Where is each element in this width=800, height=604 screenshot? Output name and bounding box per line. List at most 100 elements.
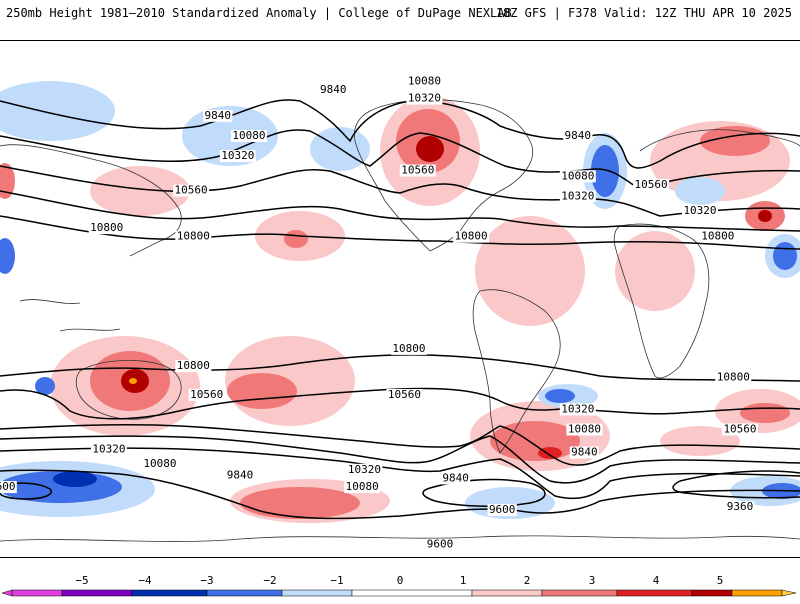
contour-label-bg-27	[441, 472, 471, 485]
anomaly-blob-asia-pos	[90, 166, 190, 216]
contour-sh-10080	[0, 435, 800, 484]
anomaly-blob-s-america-neg-2	[545, 389, 575, 403]
contour-label-bg-29	[425, 538, 455, 551]
anomaly-blob-antarctic-pos-2	[240, 487, 360, 519]
colorbar-tick-label: 4	[653, 574, 660, 587]
colorbar-segment-4	[281, 589, 353, 597]
contour-label-0: 9840	[205, 109, 232, 122]
contour-label-26: 10080	[346, 480, 379, 493]
colorbar-segment-2	[131, 589, 208, 597]
contour-label-bg-12	[559, 170, 596, 183]
contour-label-4: 10800	[90, 221, 123, 234]
contour-label-bg-0	[203, 109, 233, 122]
coast-south-america	[472, 289, 561, 454]
contour-label-14: 10560	[635, 178, 668, 191]
colorbar-tick-label: 2	[524, 574, 531, 587]
colorbar-tick-label: 3	[589, 574, 596, 587]
contour-label-33: 10800	[717, 371, 750, 384]
contour-label-bg-6	[318, 83, 348, 96]
contour-label-bg-14	[633, 178, 670, 191]
contour-label-6: 9840	[320, 83, 347, 96]
contour-label-3: 10560	[175, 184, 208, 197]
contour-sh-10800	[0, 354, 800, 382]
coast-indonesia	[19, 299, 121, 332]
contour-label-17: 10800	[177, 359, 210, 372]
contour-label-20: 10080	[143, 457, 176, 470]
contour-sh-9840	[0, 447, 800, 500]
colorbar-tick-label: −3	[200, 574, 213, 587]
model-run-info: 18Z GFS | F378 Valid: 12Z THU APR 10 202…	[495, 6, 792, 20]
contour-label-bg-8	[406, 92, 443, 105]
colorbar-tick-label: −5	[75, 574, 88, 587]
contour-label-bg-10	[453, 230, 490, 243]
anomaly-fills	[0, 81, 800, 523]
contour-label-34: 10560	[723, 423, 756, 436]
anomaly-blob-south-pacific-pos-2	[227, 373, 297, 409]
contour-label-bg-31	[566, 423, 603, 436]
anomaly-blob-s-america-pos-3	[538, 447, 562, 459]
colorbar-tick-label: 1	[460, 574, 467, 587]
anomaly-blob-east-neg-2	[773, 242, 797, 270]
contour-label-32: 9840	[571, 446, 598, 459]
contour-label-27: 9840	[442, 471, 469, 484]
contour-label-bg-20	[142, 458, 178, 470]
contour-label-bg-2	[219, 150, 256, 163]
colorbar-arrow-right	[781, 589, 797, 597]
contour-label-19: 10320	[92, 443, 125, 456]
contour-label-13: 10320	[561, 189, 594, 202]
contour-nh-10560	[0, 190, 800, 232]
contour-label-29: 9600	[427, 538, 454, 551]
contour-label-bg-30	[559, 403, 596, 416]
contour-sh-9600-b	[422, 478, 546, 507]
contour-label-25: 10320	[348, 463, 381, 476]
anomaly-blob-africa-s-pos-2	[740, 403, 790, 423]
contour-labels: 9840100801032010560108001080098401008010…	[0, 74, 758, 551]
contour-label-10: 10800	[455, 230, 488, 243]
colorbar-segment-9	[691, 589, 733, 597]
contour-label-bg-28	[487, 504, 517, 517]
contour-sh-9360	[672, 470, 800, 499]
colorbar-segment-8	[616, 589, 693, 597]
colorbar-segment-1	[61, 589, 133, 597]
anomaly-map: 9840 10080 10320 10560 10800 10800 9840 10080 10…	[0, 40, 800, 558]
contour-label-bg-32	[569, 446, 599, 459]
contour-label-24: 10560	[388, 388, 421, 401]
colorbar-svg: −5 −4 −3 −2 −1 0 1 2 3 4 5	[1, 574, 797, 597]
contour-label-bg-34	[722, 423, 758, 436]
contour-label-1: 10080	[232, 129, 265, 142]
contour-label-bg-5	[175, 230, 212, 243]
anomaly-blob-atlantic-pos	[475, 216, 585, 326]
contour-label-23: 10800	[392, 342, 425, 355]
anomaly-blob-west-pacific-neg	[0, 81, 115, 141]
colorbar-tick-label: −1	[330, 574, 343, 587]
contour-label-bg-4	[88, 222, 125, 235]
contour-label-11: 9840	[565, 129, 592, 142]
contour-label-31: 10080	[568, 423, 601, 436]
contour-nh-10320	[0, 165, 800, 217]
contour-label-bg-16	[699, 230, 736, 243]
contour-label-12: 10080	[561, 169, 594, 182]
contour-label-15: 10320	[683, 204, 716, 217]
contour-sh-10320	[0, 424, 800, 466]
anomaly-blob-indian-neg	[35, 377, 55, 395]
contour-label-bg-19	[90, 443, 127, 456]
colorbar-bar	[1, 589, 797, 597]
anomaly-blob-se-pos	[660, 426, 740, 456]
colorbar-tick-label: 0	[397, 574, 404, 587]
map-canvas: 9840100801032010560108001080098401008010…	[0, 74, 800, 551]
contour-label-35: 9360	[727, 500, 754, 513]
contour-label-bg-15	[682, 204, 718, 217]
contour-label-bg-17	[175, 360, 212, 373]
colorbar-tick-label: −4	[138, 574, 152, 587]
colorbar-arrow-left	[1, 589, 13, 597]
contour-label-30: 10320	[561, 402, 594, 415]
anomaly-blob-n-america-ridge-3	[416, 136, 444, 162]
anomaly-blob-west-edge-neg	[0, 238, 15, 274]
contour-label-8: 10320	[408, 92, 441, 105]
colorbar-segment-3	[206, 589, 283, 597]
anomaly-blob-caspian-pos-2	[758, 210, 772, 222]
anomaly-blob-africa-pos	[615, 231, 695, 311]
anomaly-blob-s-pacific-neg	[465, 487, 555, 519]
contour-label-bg-24	[386, 389, 423, 401]
anomaly-blob-mid-pacific-pos-2	[284, 230, 308, 248]
